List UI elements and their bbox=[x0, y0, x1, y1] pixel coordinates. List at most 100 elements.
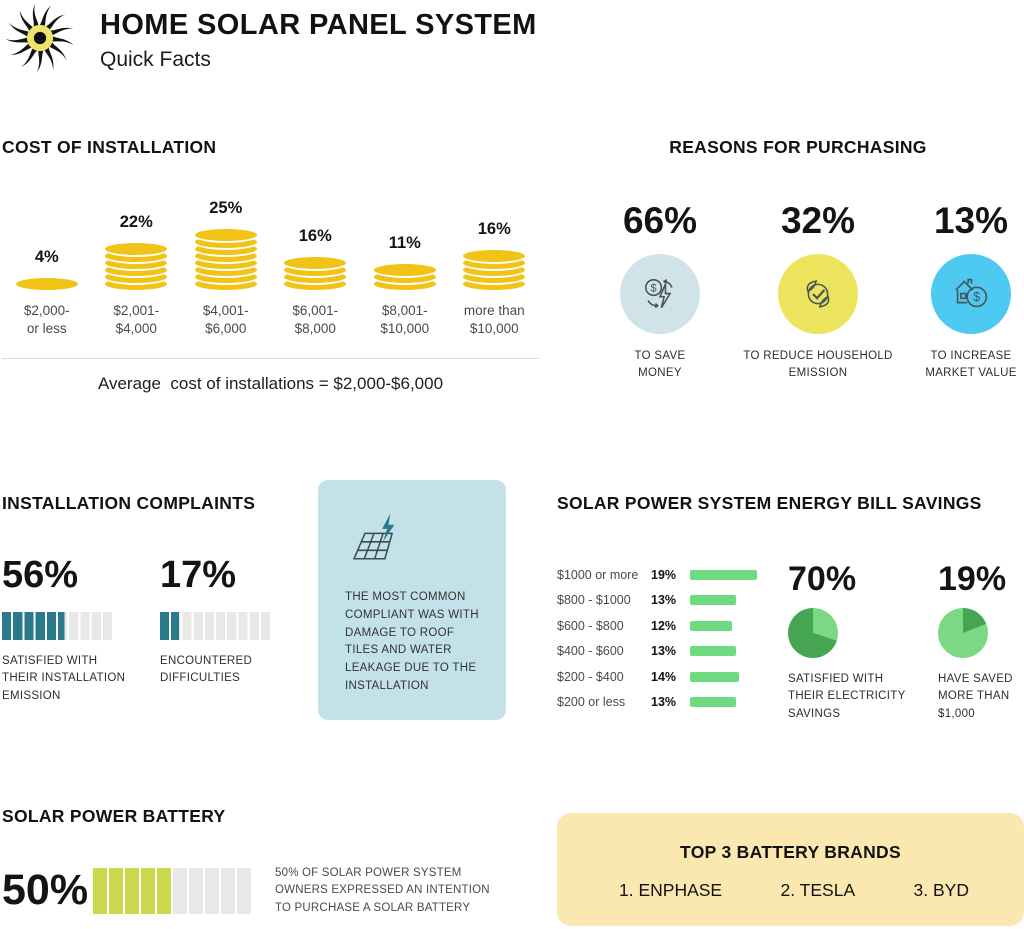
coin-stack-value: 4% bbox=[34, 248, 59, 266]
battery-section-title: SOLAR POWER BATTERY bbox=[2, 806, 226, 826]
reason-label: TO INCREASE MARKET VALUE bbox=[925, 350, 1017, 380]
battery-note: 50% OF SOLAR POWER SYSTEM OWNERS EXPRESS… bbox=[275, 867, 490, 914]
reason-label: TO SAVE MONEY bbox=[634, 350, 686, 380]
brand-item: 3. BYD bbox=[913, 880, 969, 900]
pie-label: HAVE SAVED MORE THAN $1,000 bbox=[938, 673, 1013, 720]
coin bbox=[282, 255, 349, 271]
header bbox=[4, 2, 76, 79]
coin-stack-value: 16% bbox=[298, 227, 332, 245]
section-energy-bill-savings: SOLAR POWER SYSTEM ENERGY BILL SAVINGS $… bbox=[557, 493, 1024, 720]
coin-column: 22% bbox=[92, 164, 182, 292]
sun-ray bbox=[19, 9, 35, 33]
coin-column: 16% bbox=[450, 164, 540, 292]
cost-section-title: COST OF INSTALLATION bbox=[2, 137, 217, 157]
coin-category-label: $4,001- $6,000 bbox=[202, 303, 249, 337]
coin bbox=[13, 276, 80, 292]
coin-stack-value: 11% bbox=[388, 234, 421, 252]
reasons-row: 66% $ TO SAVE MONEY 32% TO REDUCE HOUSEHO… bbox=[598, 200, 1024, 383]
page-title: HOME SOLAR PANEL SYSTEM bbox=[100, 9, 537, 41]
sun-icon bbox=[5, 3, 74, 73]
savings-body: $1000 or more 19% $800 - $1000 13% $600 - $8… bbox=[557, 560, 1024, 720]
cost-divider bbox=[2, 358, 539, 360]
complaints-row: 56% SATISFIED WITH THEIR INSTALLATION EMI… bbox=[2, 554, 302, 705]
savings-bar-value: 12% bbox=[651, 618, 677, 633]
complaint-callout-card: THE MOST COMMON COMPLIANT WAS WITH DAMAG… bbox=[318, 480, 506, 720]
complaint-block: 17% ENCOUNTERED DIFFICULTIES bbox=[160, 554, 290, 705]
brands-title: TOP 3 BATTERY BRANDS bbox=[680, 842, 901, 862]
pie-label: SATISFIED WITH THEIR ELECTRICITY SAVINGS bbox=[788, 673, 906, 720]
reason-item: 66% $ TO SAVE MONEY bbox=[598, 200, 722, 383]
savings-bar-value: 13% bbox=[651, 593, 677, 608]
complaint-segment-bar bbox=[2, 612, 114, 640]
reasons-section-title: REASONS FOR PURCHASING bbox=[669, 137, 927, 157]
section-solar-power-battery: SOLAR POWER BATTERY 50% 50% OF SOLAR POW… bbox=[2, 806, 542, 917]
svg-text:$: $ bbox=[651, 283, 657, 295]
money-energy-cycle-icon: $ bbox=[645, 279, 673, 309]
reason-circle: $ bbox=[620, 254, 700, 334]
savings-bar-label: $400 - $600 bbox=[557, 644, 624, 659]
reason-item: 13% $ TO INCREASE MARKET VALUE bbox=[914, 200, 1024, 383]
sun-ray bbox=[36, 48, 45, 73]
coin-column: 4% bbox=[2, 164, 92, 292]
section-installation-complaints: INSTALLATION COMPLAINTS 56% SATISFIED WIT… bbox=[2, 493, 302, 705]
sun-ray bbox=[43, 14, 66, 32]
sun-core bbox=[33, 31, 47, 45]
coin-category-label: $2,000- or less bbox=[23, 303, 70, 337]
reason-circle: $ bbox=[931, 254, 1011, 334]
section-reasons-for-purchasing: REASONS FOR PURCHASING 66% $ TO SAVE MON… bbox=[598, 137, 1024, 383]
brands-row: 1. ENPHASE 2. TESLA 3. BYD bbox=[557, 863, 1024, 901]
cost-label-row: $2,000- or less $2,001- $4,000 $4,001- $6,… bbox=[2, 302, 539, 338]
reason-value: 32% bbox=[780, 200, 856, 241]
savings-bar-row: $400 - $600 13% bbox=[557, 639, 787, 665]
coin-category-label: $6,001- $8,000 bbox=[292, 303, 339, 337]
coin-column: 16% bbox=[271, 164, 361, 292]
complaint-block: 56% SATISFIED WITH THEIR INSTALLATION EMI… bbox=[2, 554, 160, 705]
sun-ray bbox=[47, 40, 67, 61]
savings-bar bbox=[690, 646, 736, 657]
savings-bar-label: $200 - $400 bbox=[557, 669, 624, 684]
savings-bar-value: 19% bbox=[651, 567, 677, 582]
complaint-value: 56% bbox=[2, 554, 79, 596]
section-cost-of-installation: COST OF INSTALLATION 4% 22% 25% 16% 11% 16% $… bbox=[2, 137, 539, 394]
coin bbox=[461, 248, 528, 264]
savings-pie-block-2: 19% HAVE SAVED MORE THAN $1,000 bbox=[938, 560, 1024, 723]
savings-bar-label: $600 - $800 bbox=[557, 618, 624, 633]
coin-stack bbox=[13, 276, 80, 292]
reason-item: 32% TO REDUCE HOUSEHOLD EMISSION bbox=[722, 200, 914, 383]
savings-bar-label: $800 - $1000 bbox=[557, 593, 631, 608]
pie-chart-saved-1000 bbox=[938, 608, 988, 658]
savings-section-title: SOLAR POWER SYSTEM ENERGY BILL SAVINGS bbox=[557, 493, 982, 513]
savings-bar-value: 14% bbox=[651, 669, 677, 684]
brand-item: 1. ENPHASE bbox=[619, 880, 723, 900]
coin bbox=[192, 227, 259, 243]
coin-category-label: $2,001- $4,000 bbox=[113, 303, 160, 337]
sun-ray bbox=[43, 45, 54, 71]
sun-ray bbox=[21, 46, 39, 68]
savings-bar-row: $1000 or more 19% bbox=[557, 562, 787, 588]
sun-ray bbox=[32, 3, 40, 29]
pie-chart-satisfied bbox=[788, 608, 838, 658]
leaf-check-icon bbox=[806, 280, 830, 308]
page-subtitle: Quick Facts bbox=[100, 48, 211, 71]
cost-average-note: Average cost of installations = $2,000-$… bbox=[97, 374, 444, 394]
sun-ray bbox=[5, 37, 30, 44]
savings-bar-chart: $1000 or more 19% $800 - $1000 13% $600 - $8… bbox=[557, 562, 787, 715]
coin-stack-value: 22% bbox=[119, 213, 153, 231]
coin-stack bbox=[103, 241, 170, 292]
complaint-value: 17% bbox=[160, 554, 237, 596]
battery-bar bbox=[93, 867, 253, 914]
savings-bar-row: $200 or less 13% bbox=[557, 690, 787, 716]
sun-ray bbox=[9, 42, 34, 55]
pie-value: 19% bbox=[938, 560, 1007, 598]
battery-value: 50% bbox=[2, 866, 89, 915]
reason-value: 66% bbox=[622, 200, 698, 241]
coin-category-label: $8,001- $10,000 bbox=[380, 303, 430, 337]
savings-bar bbox=[690, 595, 736, 606]
cost-coin-row: 4% 22% 25% 16% 11% 16% bbox=[2, 164, 539, 292]
savings-bar-label: $200 or less bbox=[557, 695, 626, 710]
sun-ray bbox=[48, 27, 74, 36]
savings-bar bbox=[690, 697, 736, 708]
coin-stack bbox=[282, 255, 349, 292]
top-battery-brands-card: TOP 3 BATTERY BRANDS 1. ENPHASE 2. TESLA 3… bbox=[557, 813, 1024, 926]
coin-stack bbox=[371, 262, 438, 292]
